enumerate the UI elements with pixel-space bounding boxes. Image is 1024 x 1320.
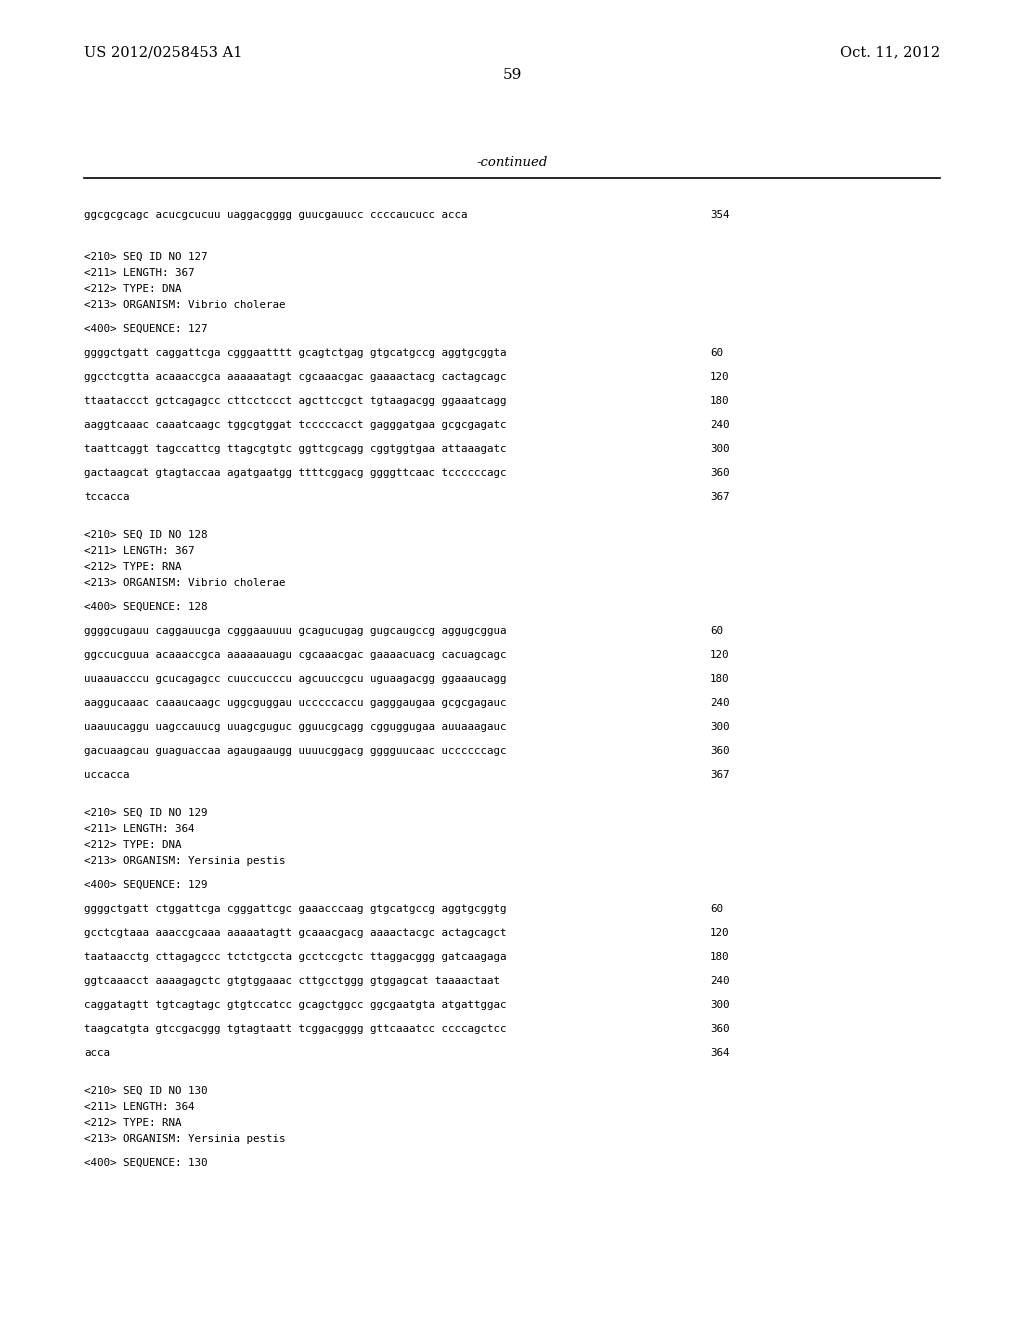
Text: gactaagcat gtagtaccaa agatgaatgg ttttcggacg ggggttcaac tccccccagc: gactaagcat gtagtaccaa agatgaatgg ttttcgg… xyxy=(84,469,507,478)
Text: <400> SEQUENCE: 129: <400> SEQUENCE: 129 xyxy=(84,880,208,890)
Text: US 2012/0258453 A1: US 2012/0258453 A1 xyxy=(84,45,243,59)
Text: 60: 60 xyxy=(710,348,723,358)
Text: uaauucaggu uagccauucg uuagcguguc gguucgcagg cgguggugaa auuaaagauc: uaauucaggu uagccauucg uuagcguguc gguucgc… xyxy=(84,722,507,733)
Text: <400> SEQUENCE: 127: <400> SEQUENCE: 127 xyxy=(84,323,208,334)
Text: 300: 300 xyxy=(710,444,729,454)
Text: 354: 354 xyxy=(710,210,729,220)
Text: 364: 364 xyxy=(710,1048,729,1059)
Text: ggggctgatt caggattcga cgggaatttt gcagtctgag gtgcatgccg aggtgcggta: ggggctgatt caggattcga cgggaatttt gcagtct… xyxy=(84,348,507,358)
Text: 240: 240 xyxy=(710,420,729,430)
Text: taataacctg cttagagccc tctctgccta gcctccgctc ttaggacggg gatcaagaga: taataacctg cttagagccc tctctgccta gcctccg… xyxy=(84,952,507,962)
Text: <212> TYPE: RNA: <212> TYPE: RNA xyxy=(84,562,181,572)
Text: ggtcaaacct aaaagagctc gtgtggaaac cttgcctggg gtggagcat taaaactaat: ggtcaaacct aaaagagctc gtgtggaaac cttgcct… xyxy=(84,975,500,986)
Text: <211> LENGTH: 364: <211> LENGTH: 364 xyxy=(84,824,195,834)
Text: 180: 180 xyxy=(710,952,729,962)
Text: gcctcgtaaa aaaccgcaaa aaaaatagtt gcaaacgacg aaaactacgc actagcagct: gcctcgtaaa aaaccgcaaa aaaaatagtt gcaaacg… xyxy=(84,928,507,939)
Text: 360: 360 xyxy=(710,469,729,478)
Text: 360: 360 xyxy=(710,746,729,756)
Text: 240: 240 xyxy=(710,975,729,986)
Text: 59: 59 xyxy=(503,69,521,82)
Text: 240: 240 xyxy=(710,698,729,708)
Text: tccacca: tccacca xyxy=(84,492,129,502)
Text: -continued: -continued xyxy=(476,157,548,169)
Text: uccacca: uccacca xyxy=(84,770,129,780)
Text: <213> ORGANISM: Vibrio cholerae: <213> ORGANISM: Vibrio cholerae xyxy=(84,300,286,310)
Text: <400> SEQUENCE: 130: <400> SEQUENCE: 130 xyxy=(84,1158,208,1168)
Text: 360: 360 xyxy=(710,1024,729,1034)
Text: <210> SEQ ID NO 128: <210> SEQ ID NO 128 xyxy=(84,531,208,540)
Text: ggcctcgtta acaaaccgca aaaaaatagt cgcaaacgac gaaaactacg cactagcagc: ggcctcgtta acaaaccgca aaaaaatagt cgcaaac… xyxy=(84,372,507,381)
Text: 367: 367 xyxy=(710,492,729,502)
Text: <213> ORGANISM: Vibrio cholerae: <213> ORGANISM: Vibrio cholerae xyxy=(84,578,286,587)
Text: <210> SEQ ID NO 130: <210> SEQ ID NO 130 xyxy=(84,1086,208,1096)
Text: <212> TYPE: RNA: <212> TYPE: RNA xyxy=(84,1118,181,1129)
Text: taattcaggt tagccattcg ttagcgtgtc ggttcgcagg cggtggtgaa attaaagatc: taattcaggt tagccattcg ttagcgtgtc ggttcgc… xyxy=(84,444,507,454)
Text: 300: 300 xyxy=(710,722,729,733)
Text: <212> TYPE: DNA: <212> TYPE: DNA xyxy=(84,284,181,294)
Text: <213> ORGANISM: Yersinia pestis: <213> ORGANISM: Yersinia pestis xyxy=(84,855,286,866)
Text: acca: acca xyxy=(84,1048,110,1059)
Text: 120: 120 xyxy=(710,928,729,939)
Text: 367: 367 xyxy=(710,770,729,780)
Text: <211> LENGTH: 367: <211> LENGTH: 367 xyxy=(84,268,195,279)
Text: Oct. 11, 2012: Oct. 11, 2012 xyxy=(840,45,940,59)
Text: <211> LENGTH: 364: <211> LENGTH: 364 xyxy=(84,1102,195,1111)
Text: <213> ORGANISM: Yersinia pestis: <213> ORGANISM: Yersinia pestis xyxy=(84,1134,286,1144)
Text: ggccucguua acaaaccgca aaaaaauagu cgcaaacgac gaaaacuacg cacuagcagc: ggccucguua acaaaccgca aaaaaauagu cgcaaac… xyxy=(84,649,507,660)
Text: 180: 180 xyxy=(710,396,729,407)
Text: uuaauacccu gcucagagcc cuuccucccu agcuuccgcu uguaagacgg ggaaaucagg: uuaauacccu gcucagagcc cuuccucccu agcuucc… xyxy=(84,675,507,684)
Text: aaggucaaac caaaucaagc uggcguggau ucccccaccu gagggaugaa gcgcgagauc: aaggucaaac caaaucaagc uggcguggau uccccca… xyxy=(84,698,507,708)
Text: 60: 60 xyxy=(710,626,723,636)
Text: caggatagtt tgtcagtagc gtgtccatcc gcagctggcc ggcgaatgta atgattggac: caggatagtt tgtcagtagc gtgtccatcc gcagctg… xyxy=(84,1001,507,1010)
Text: 60: 60 xyxy=(710,904,723,913)
Text: <211> LENGTH: 367: <211> LENGTH: 367 xyxy=(84,546,195,556)
Text: <400> SEQUENCE: 128: <400> SEQUENCE: 128 xyxy=(84,602,208,612)
Text: aaggtcaaac caaatcaagc tggcgtggat tcccccacct gagggatgaa gcgcgagatc: aaggtcaaac caaatcaagc tggcgtggat tccccca… xyxy=(84,420,507,430)
Text: 120: 120 xyxy=(710,649,729,660)
Text: ggcgcgcagc acucgcucuu uaggacgggg guucgauucc ccccaucucc acca: ggcgcgcagc acucgcucuu uaggacgggg guucgau… xyxy=(84,210,468,220)
Text: gacuaagcau guaguaccaa agaugaaugg uuuucggacg gggguucaac uccccccagc: gacuaagcau guaguaccaa agaugaaugg uuuucgg… xyxy=(84,746,507,756)
Text: 180: 180 xyxy=(710,675,729,684)
Text: taagcatgta gtccgacggg tgtagtaatt tcggacgggg gttcaaatcc ccccagctcc: taagcatgta gtccgacggg tgtagtaatt tcggacg… xyxy=(84,1024,507,1034)
Text: <212> TYPE: DNA: <212> TYPE: DNA xyxy=(84,840,181,850)
Text: <210> SEQ ID NO 127: <210> SEQ ID NO 127 xyxy=(84,252,208,261)
Text: 120: 120 xyxy=(710,372,729,381)
Text: ggggcugauu caggauucga cgggaauuuu gcagucugag gugcaugccg aggugcggua: ggggcugauu caggauucga cgggaauuuu gcagucu… xyxy=(84,626,507,636)
Text: <210> SEQ ID NO 129: <210> SEQ ID NO 129 xyxy=(84,808,208,818)
Text: 300: 300 xyxy=(710,1001,729,1010)
Text: ggggctgatt ctggattcga cgggattcgc gaaacccaag gtgcatgccg aggtgcggtg: ggggctgatt ctggattcga cgggattcgc gaaaccc… xyxy=(84,904,507,913)
Text: ttaataccct gctcagagcc cttcctccct agcttccgct tgtaagacgg ggaaatcagg: ttaataccct gctcagagcc cttcctccct agcttcc… xyxy=(84,396,507,407)
